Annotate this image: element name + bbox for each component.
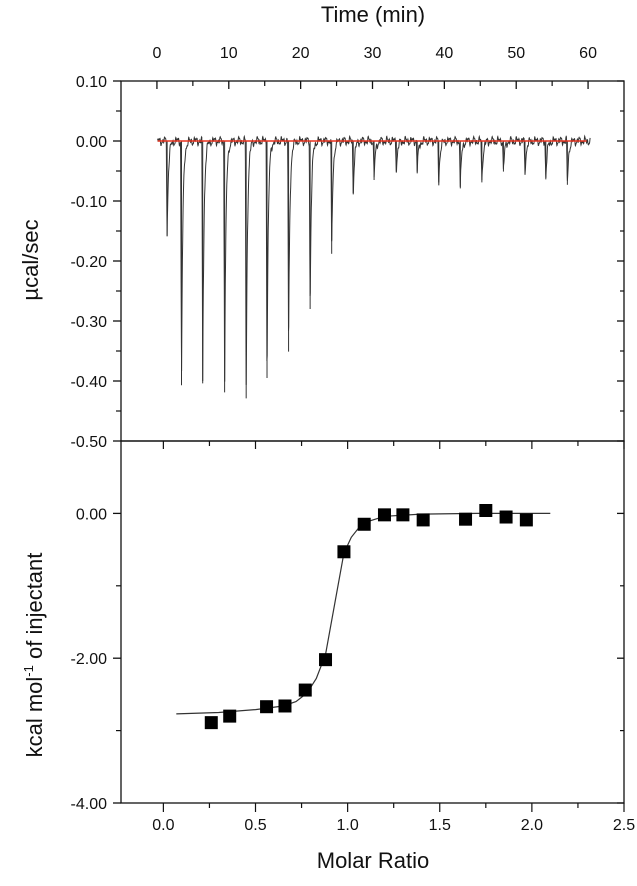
data-point — [479, 504, 493, 518]
binding-isotherm-panel: 0.0 0.5 1.0 1.5 2.0 2.5 0.00 -2.00 -4.00 — [71, 440, 635, 834]
data-point — [459, 512, 473, 526]
data-point — [377, 508, 391, 522]
data-point — [298, 683, 312, 697]
y-tick-label: -0.50 — [71, 434, 108, 451]
data-point — [337, 545, 351, 559]
x-tick-label: 40 — [435, 45, 453, 62]
y-tick-label: -0.10 — [71, 194, 108, 211]
data-point — [278, 699, 292, 713]
data-point — [204, 716, 218, 730]
y-tick-label: -0.30 — [71, 314, 108, 331]
data-point — [260, 700, 274, 714]
x-tick-label: 10 — [220, 45, 238, 62]
y-tick-label: -4.00 — [71, 796, 108, 813]
y-axis-title-sup: -1 — [21, 665, 36, 677]
x-tick-label: 60 — [579, 45, 597, 62]
data-point — [223, 709, 237, 723]
x-tick-label: 0.0 — [152, 817, 174, 834]
x-axis-title-molar-ratio: Molar Ratio — [317, 848, 429, 873]
x-tick-label: 1.5 — [429, 817, 451, 834]
y-axis-title-enthalpy: kcal mol-1 of injectant — [21, 553, 47, 758]
y-axis-title-main: kcal mol — [22, 677, 47, 758]
x-tick-label: 2.0 — [521, 817, 543, 834]
y-tick-label: -0.20 — [71, 254, 108, 271]
fit-curve — [176, 512, 551, 715]
x-tick-label: 1.0 — [337, 817, 359, 834]
x-tick-label: 20 — [292, 45, 310, 62]
y-axis-title-suffix: of injectant — [22, 553, 47, 666]
y-tick-label: -0.40 — [71, 374, 108, 391]
data-point — [416, 513, 430, 527]
x-axis-title-time: Time (min) — [321, 2, 425, 27]
x-tick-label: 0 — [152, 45, 161, 62]
y-tick-label: 0.00 — [76, 506, 107, 523]
y-tick-label: 0.10 — [76, 74, 107, 91]
y-tick-label: 0.00 — [76, 134, 107, 151]
x-tick-label: 50 — [507, 45, 525, 62]
data-point — [357, 517, 371, 531]
thermogram-panel: 0 10 20 30 40 50 60 0.10 0.00 -0.10 -0.20 -0.30 -0.4… — [71, 45, 625, 451]
y-tick-label: -2.00 — [71, 651, 108, 668]
plot-frame — [120, 440, 625, 804]
x-tick-label: 2.5 — [613, 817, 635, 834]
y-axis-title-power: µcal/sec — [18, 219, 43, 300]
data-point — [319, 653, 333, 667]
data-point — [499, 510, 513, 524]
x-tick-label: 0.5 — [244, 817, 266, 834]
data-point — [519, 513, 533, 527]
plot-frame — [120, 80, 625, 442]
x-tick-label: 30 — [364, 45, 382, 62]
data-point — [396, 508, 410, 522]
